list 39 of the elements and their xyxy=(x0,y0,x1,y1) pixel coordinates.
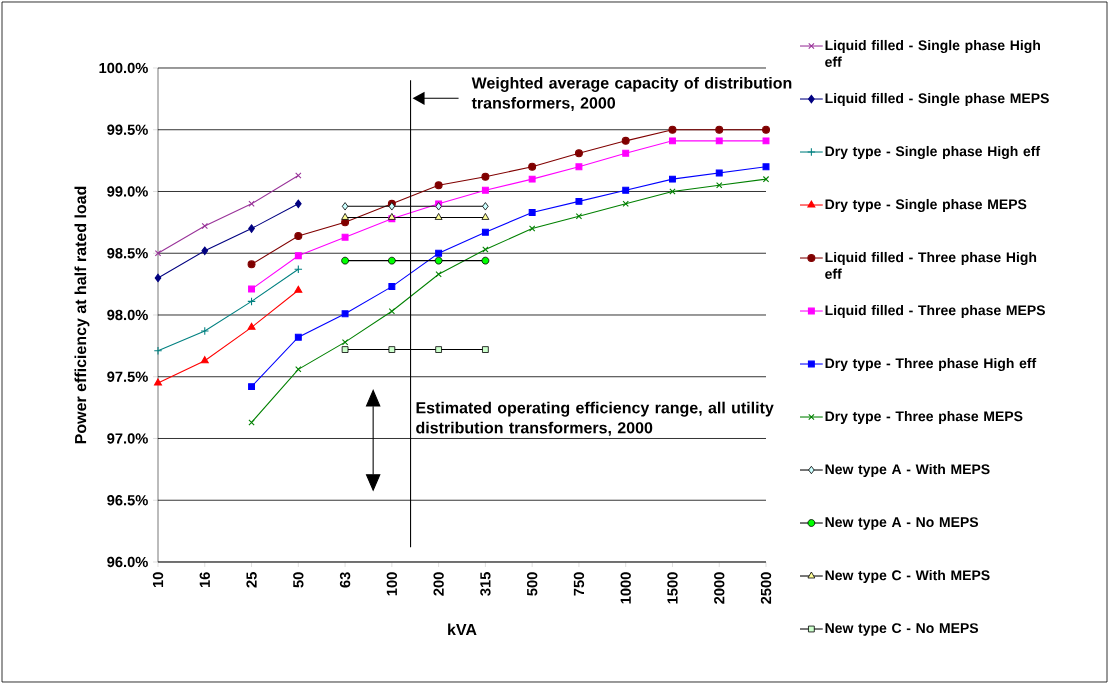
x-tick-label: 63 xyxy=(339,572,351,588)
y-tick-label: 96.0% xyxy=(107,556,148,568)
x-tick-label: 50 xyxy=(293,572,304,588)
y-tick-label: 99.0% xyxy=(107,186,148,197)
legend-label: Dry type - Three phase High eff xyxy=(825,357,1037,372)
x-tick-label: 200 xyxy=(433,572,444,596)
x-tick-label: 25 xyxy=(246,572,257,588)
legend-label: Liquid filled - Three phase High eff xyxy=(825,251,1037,279)
x-tick-label: 1000 xyxy=(620,572,631,604)
y-tick-label: 97.0% xyxy=(107,433,148,444)
y-tick-label: 96.5% xyxy=(107,495,148,506)
legend-label: New type C - No MEPS xyxy=(825,623,979,636)
x-tick-label: 500 xyxy=(526,572,538,596)
y-tick-label: 99.5% xyxy=(107,124,148,135)
legend-label: Liquid filled - Single phase High eff xyxy=(825,39,1040,67)
legend-label: New type A - With MEPS xyxy=(825,463,990,477)
legend-label: Liquid filled - Three phase MEPS xyxy=(825,304,1045,318)
y-tick-label: 97.5% xyxy=(107,371,148,382)
legend-label: New type C - With MEPS xyxy=(825,569,990,583)
legend-label: New type A - No MEPS xyxy=(825,517,979,530)
annotation: Estimated operating efficiency range, all utility distribution transformers, 2000 xyxy=(416,401,774,436)
legend-label: Dry type - Single phase MEPS xyxy=(825,198,1027,213)
x-tick-label: 1500 xyxy=(667,572,678,604)
legend-label: Dry type - Single phase High eff xyxy=(825,145,1041,160)
x-tick-label: 16 xyxy=(199,572,210,588)
x-axis-title: kVA xyxy=(448,623,477,636)
legend-label: Liquid filled - Single phase MEPS xyxy=(825,92,1049,107)
x-tick-label: 750 xyxy=(573,572,585,596)
x-tick-label: 315 xyxy=(480,572,491,596)
y-tick-label: 98.5% xyxy=(107,248,148,259)
x-tick-label: 2000 xyxy=(714,572,725,604)
x-tick-label: 2500 xyxy=(760,572,772,604)
y-tick-label: 98.0% xyxy=(107,309,148,321)
legend-label: Dry type - Three phase MEPS xyxy=(825,410,1023,424)
y-axis-title: Power efficiency at half rated load xyxy=(74,186,90,444)
x-tick-label: 10 xyxy=(152,572,164,588)
x-tick-label: 100 xyxy=(386,572,398,596)
y-tick-label: 100.0% xyxy=(99,62,148,74)
annotation: Weighted average capacity of distribution transformers, 2000 xyxy=(471,76,792,111)
